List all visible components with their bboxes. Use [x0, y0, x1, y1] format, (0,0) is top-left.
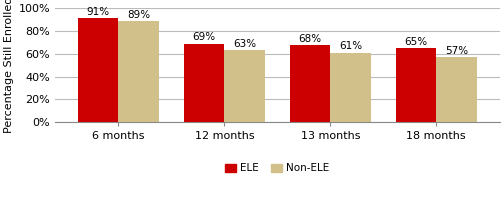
Text: 91%: 91%: [87, 7, 110, 17]
Text: 68%: 68%: [298, 34, 322, 44]
Text: 89%: 89%: [127, 10, 150, 19]
Bar: [224, 50, 265, 122]
Text: 63%: 63%: [233, 39, 256, 49]
Text: 57%: 57%: [445, 46, 468, 56]
Bar: [330, 53, 370, 122]
Bar: [290, 45, 330, 122]
Bar: [436, 57, 476, 122]
Text: 65%: 65%: [405, 37, 428, 47]
Y-axis label: Percentage Still Enrolled: Percentage Still Enrolled: [4, 0, 14, 133]
Bar: [118, 21, 159, 122]
Text: 61%: 61%: [339, 41, 362, 51]
Bar: [78, 18, 118, 122]
Bar: [184, 44, 224, 122]
Text: 69%: 69%: [193, 32, 216, 42]
Bar: [396, 48, 436, 122]
Legend: ELE, Non-ELE: ELE, Non-ELE: [221, 159, 333, 178]
